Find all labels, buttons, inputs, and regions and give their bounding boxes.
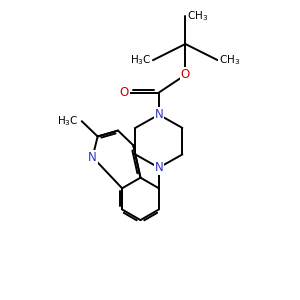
Text: H$_3$C: H$_3$C [57,114,79,128]
Text: O: O [181,68,190,81]
Text: N: N [88,151,97,164]
Text: H$_3$C: H$_3$C [130,53,152,67]
Text: N: N [154,108,163,121]
Text: CH$_3$: CH$_3$ [187,9,208,23]
Text: CH$_3$: CH$_3$ [219,53,240,67]
Text: O: O [120,86,129,99]
Text: N: N [154,161,163,174]
